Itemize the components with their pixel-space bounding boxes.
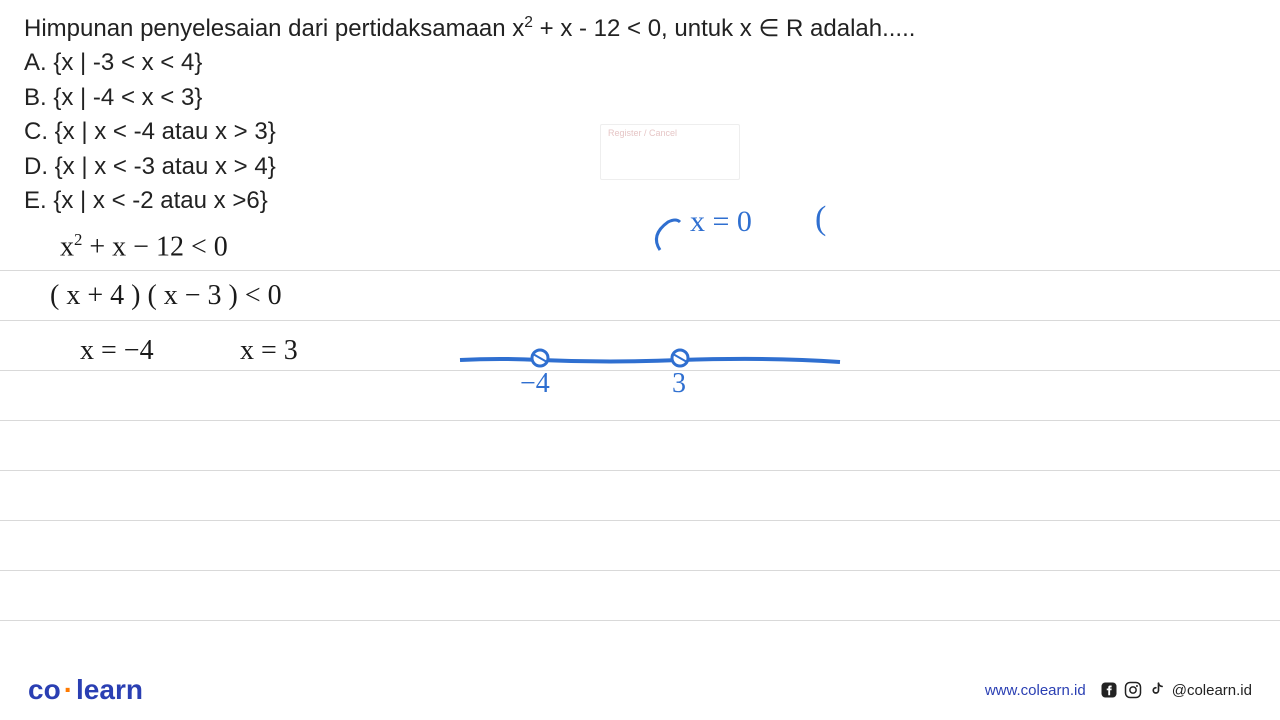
q-sup: 2 <box>524 14 533 31</box>
footer-right: www.colearn.id @colearn.id <box>985 681 1252 699</box>
problem-statement: Himpunan penyelesaian dari pertidaksamaa… <box>0 0 1280 217</box>
logo-co: co <box>28 674 61 705</box>
logo-learn: learn <box>76 674 143 705</box>
option-b: B. {x | -4 < x < 3} <box>24 82 1256 114</box>
blue-annotations-svg <box>0 210 1280 660</box>
instagram-icon <box>1124 681 1142 699</box>
facebook-icon <box>1100 681 1118 699</box>
social-handle: @colearn.id <box>1172 682 1252 699</box>
numline-label-right: 3 <box>672 368 686 400</box>
logo-dot: · <box>64 674 73 705</box>
q-pre: Himpunan penyelesaian dari pertidaksamaa… <box>24 15 524 42</box>
faint-dialog-label: Register / Cancel <box>608 128 677 138</box>
q-suf: R adalah..... <box>779 15 915 42</box>
footer-url: www.colearn.id <box>985 682 1086 699</box>
tiktok-icon <box>1148 681 1166 699</box>
number-line <box>460 359 840 362</box>
q-elem: ∈ <box>758 15 779 42</box>
work-area: x2 + x − 12 < 0 ( x + 4 ) ( x − 3 ) < 0 … <box>0 210 1280 660</box>
brand-logo: co·learn <box>28 674 143 706</box>
numline-label-left: −4 <box>520 368 550 400</box>
social-group: @colearn.id <box>1100 681 1252 699</box>
arrow-hook <box>656 220 680 250</box>
question-line: Himpunan penyelesaian dari pertidaksamaa… <box>24 12 1256 45</box>
footer: co·learn www.colearn.id @colearn.id <box>0 660 1280 720</box>
q-mid: + x - 12 < 0, untuk x <box>533 15 758 42</box>
option-a: A. {x | -3 < x < 4} <box>24 47 1256 79</box>
